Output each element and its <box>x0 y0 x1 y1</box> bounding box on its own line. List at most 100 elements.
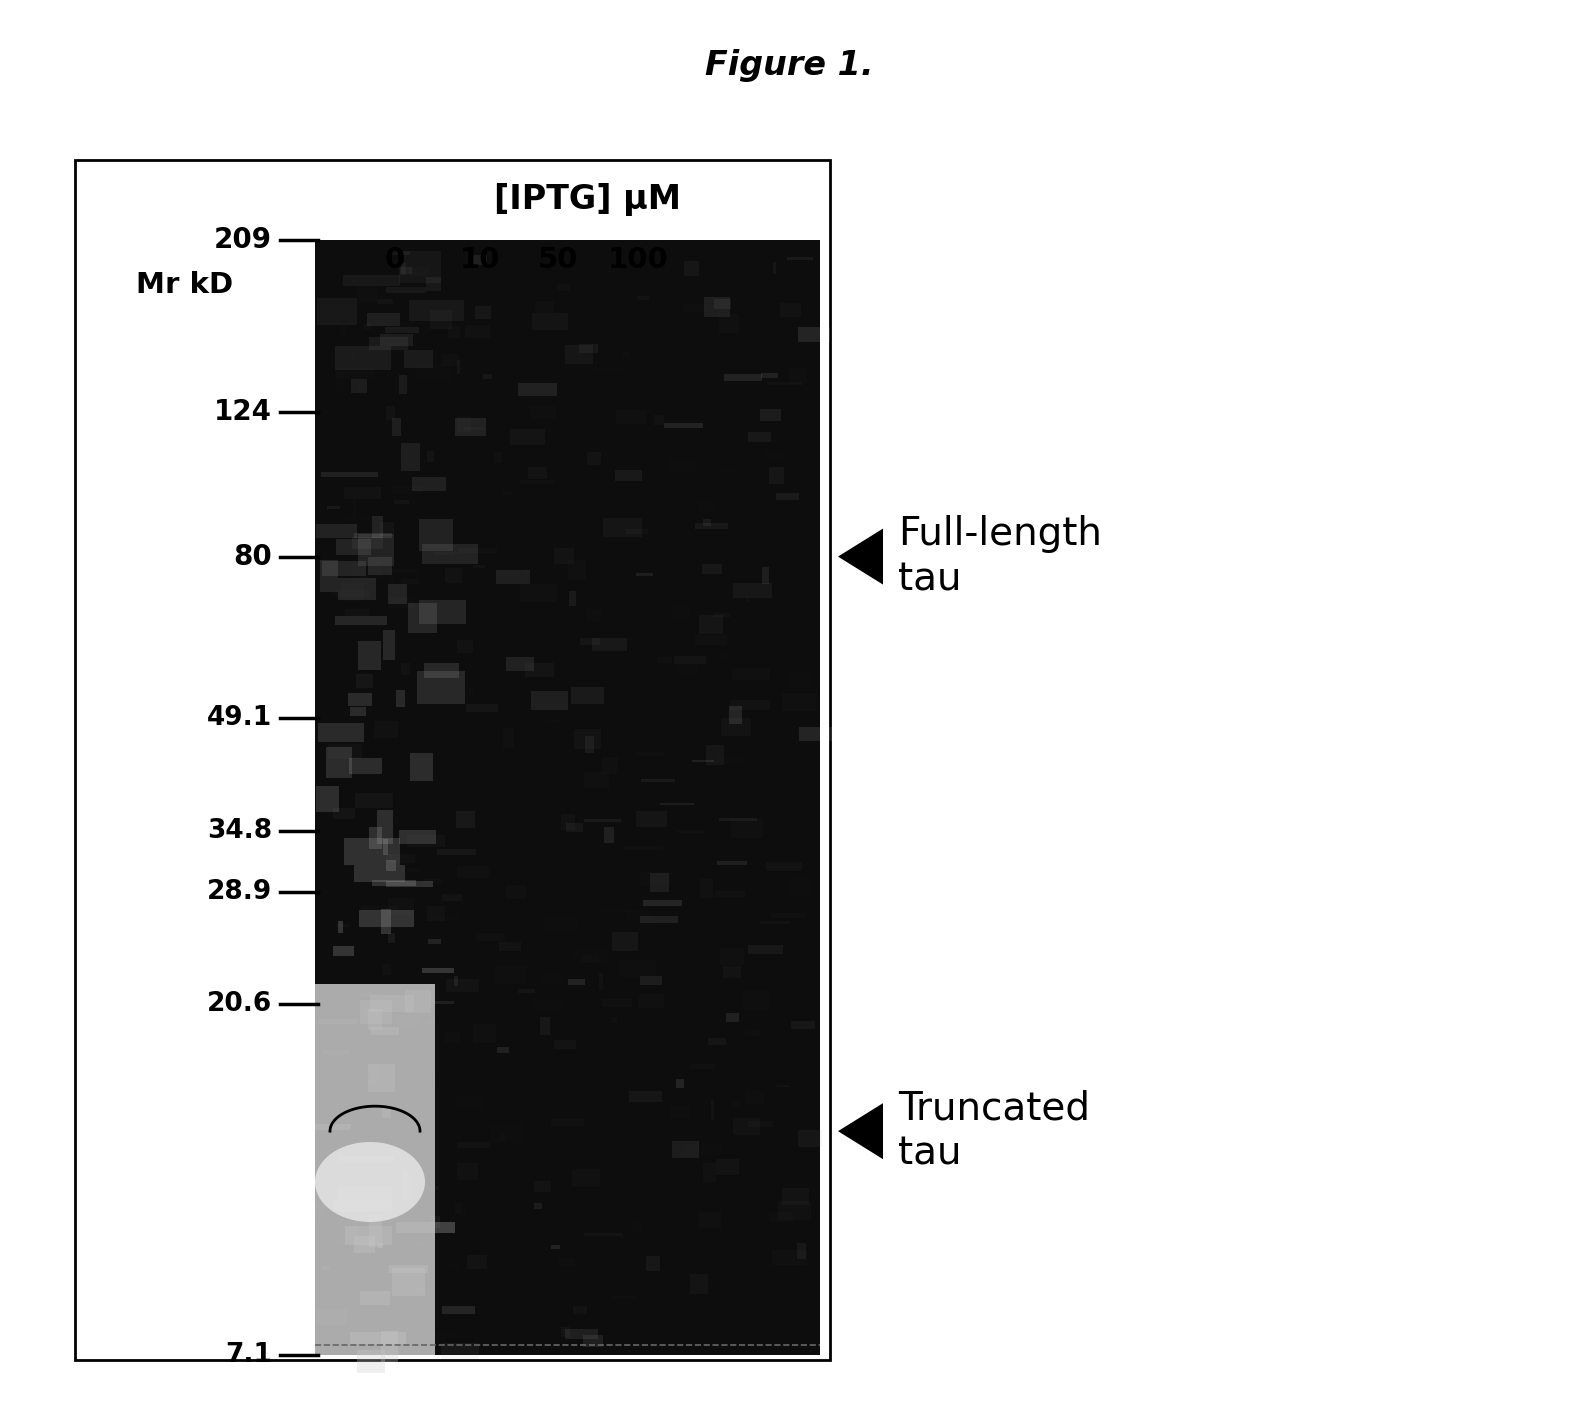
Bar <box>797 1243 807 1259</box>
Bar <box>483 374 493 380</box>
Bar <box>357 675 373 688</box>
Bar <box>551 1246 559 1249</box>
Bar <box>385 327 420 332</box>
Bar <box>534 1203 542 1209</box>
Bar <box>316 1124 351 1130</box>
Text: 80: 80 <box>234 542 272 571</box>
Bar <box>714 298 731 310</box>
Bar <box>330 1113 351 1120</box>
Bar <box>362 906 398 910</box>
Bar <box>780 304 801 317</box>
Bar <box>633 1219 643 1233</box>
Bar <box>745 1090 764 1104</box>
Bar <box>725 1013 739 1022</box>
Bar <box>711 1100 714 1120</box>
Bar <box>684 261 698 277</box>
Text: Mr kD: Mr kD <box>136 271 234 300</box>
Text: Full-length
tau: Full-length tau <box>898 515 1102 598</box>
Bar <box>561 1327 570 1337</box>
Bar <box>382 1106 390 1117</box>
Bar <box>398 251 441 284</box>
Bar <box>761 410 780 421</box>
Bar <box>423 879 442 883</box>
Bar <box>568 591 576 605</box>
Bar <box>388 571 393 588</box>
Bar <box>365 323 371 330</box>
Bar <box>352 537 384 549</box>
Bar <box>494 451 502 464</box>
Bar <box>368 1065 395 1092</box>
Bar <box>456 812 475 829</box>
Bar <box>366 313 399 327</box>
Bar <box>456 1163 478 1180</box>
Bar <box>630 1090 662 1103</box>
Bar <box>381 334 414 345</box>
Bar <box>692 761 714 762</box>
Bar <box>360 993 379 996</box>
Bar <box>401 267 412 274</box>
Bar <box>695 635 728 645</box>
Bar <box>381 909 390 935</box>
Bar <box>471 255 486 265</box>
Bar <box>635 752 665 755</box>
Bar <box>354 865 406 882</box>
Bar <box>317 723 363 742</box>
Bar <box>314 1203 325 1217</box>
Bar <box>545 913 578 929</box>
Bar <box>624 846 663 849</box>
Bar <box>722 718 750 735</box>
Bar <box>431 1216 441 1229</box>
Bar <box>442 895 463 900</box>
Bar <box>445 1032 459 1043</box>
Bar <box>641 695 663 698</box>
Bar <box>638 995 665 1007</box>
Bar <box>332 589 369 596</box>
Ellipse shape <box>314 1142 425 1222</box>
Bar <box>404 1186 439 1190</box>
Bar <box>535 301 554 313</box>
Bar <box>611 1017 617 1023</box>
Bar <box>316 524 357 538</box>
Bar <box>358 378 366 397</box>
Bar <box>759 920 790 925</box>
Bar <box>360 1240 376 1247</box>
Bar <box>458 417 472 432</box>
Bar <box>398 1015 420 1026</box>
Bar <box>474 565 485 568</box>
Bar <box>591 367 624 370</box>
Bar <box>343 517 374 521</box>
Bar <box>673 606 690 619</box>
Bar <box>455 976 458 986</box>
Bar <box>502 491 513 495</box>
Bar <box>534 581 538 588</box>
Bar <box>426 277 441 291</box>
Bar <box>717 860 747 865</box>
Bar <box>355 793 393 808</box>
Bar <box>782 1187 808 1204</box>
Bar <box>426 906 445 922</box>
Bar <box>668 458 696 471</box>
Bar <box>519 479 556 484</box>
Bar <box>518 989 535 993</box>
Bar <box>554 548 575 564</box>
Bar <box>731 701 769 709</box>
Bar <box>447 325 459 338</box>
Bar <box>393 501 409 504</box>
Bar <box>392 1267 425 1296</box>
Bar <box>720 818 758 822</box>
Bar <box>616 411 646 424</box>
Bar <box>336 368 376 378</box>
Bar <box>351 380 366 394</box>
Bar <box>343 275 399 285</box>
Bar <box>554 1039 576 1049</box>
Bar <box>399 1076 436 1086</box>
Bar <box>639 916 677 923</box>
Text: 10: 10 <box>459 245 501 274</box>
Bar <box>733 1117 761 1134</box>
Bar <box>592 638 627 651</box>
Bar <box>335 372 343 392</box>
Bar <box>458 866 489 878</box>
Bar <box>335 345 390 370</box>
Bar <box>532 313 568 330</box>
Bar <box>357 1350 385 1373</box>
